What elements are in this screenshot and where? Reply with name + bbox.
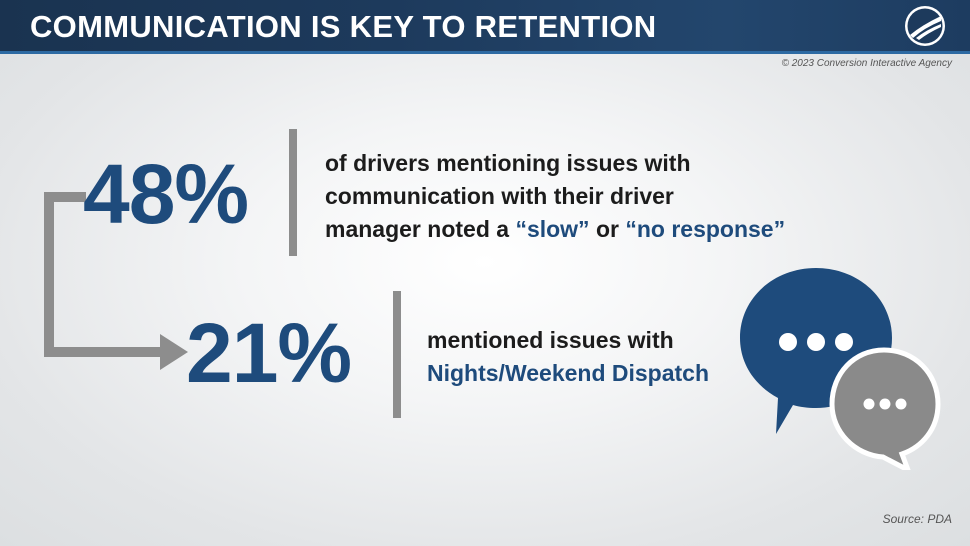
stat-48-line3-mid: or <box>589 216 626 242</box>
stat-48-description: of drivers mentioning issues with commun… <box>325 147 825 246</box>
stat-21-description: mentioned issues with Nights/Weekend Dis… <box>427 324 787 390</box>
stat-48-value: 48% <box>83 147 249 241</box>
stat-21-value: 21% <box>186 306 352 400</box>
divider <box>393 291 401 418</box>
copyright-notice: © 2023 Conversion Interactive Agency <box>781 58 952 69</box>
stat-48-line3-pre: manager noted a <box>325 216 516 242</box>
header-banner: COMMUNICATION IS KEY TO RETENTION <box>0 0 970 54</box>
highway-road-icon <box>905 6 945 46</box>
divider <box>289 129 297 256</box>
page-title: COMMUNICATION IS KEY TO RETENTION <box>30 9 657 44</box>
stat-48-line1: of drivers mentioning issues with <box>325 150 691 176</box>
highlight-no-response: “no response” <box>625 216 786 242</box>
stat-48-line3: manager noted a “slow” or “no response” <box>325 213 825 246</box>
chat-bubbles-icon <box>740 268 941 470</box>
stat-21-line1: mentioned issues with <box>427 327 674 353</box>
highlight-slow: “slow” <box>515 216 590 242</box>
elbow-arrow-icon <box>44 192 188 370</box>
stat-48-line2: communication with their driver <box>325 183 674 209</box>
highlight-nights-weekend: Nights/Weekend Dispatch <box>427 360 710 386</box>
source-note: Source: PDA <box>882 512 952 526</box>
